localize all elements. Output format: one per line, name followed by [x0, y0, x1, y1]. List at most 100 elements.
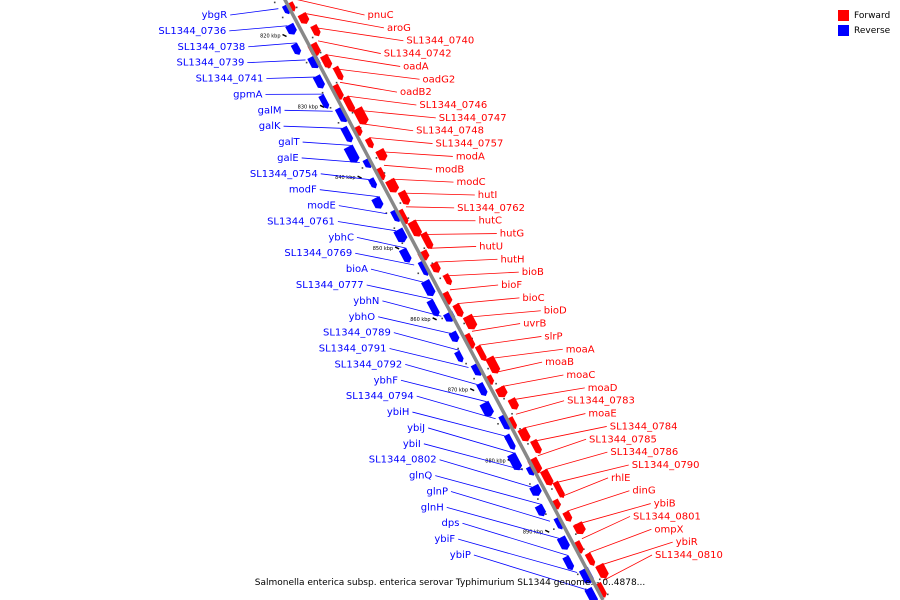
track-dot	[321, 91, 324, 94]
track-dot	[401, 242, 404, 245]
gene-uvrB	[462, 332, 476, 349]
gene-label: SL1344_0748	[416, 126, 484, 137]
gene-label: ybiR	[676, 537, 698, 548]
gene-label: ybhO	[349, 312, 376, 323]
gene-pnuC	[287, 1, 296, 12]
track-dot	[273, 1, 276, 4]
leader-line	[303, 12, 385, 29]
track-dot	[431, 262, 434, 265]
gene-bioC	[452, 302, 464, 317]
gene-bioD	[462, 313, 478, 330]
gene-moaE	[517, 426, 531, 442]
gene-label: ybiP	[450, 550, 471, 561]
gene-slrP	[474, 344, 487, 362]
gene-label: SL1344_0802	[369, 455, 437, 466]
gene-gpmA	[318, 94, 330, 109]
gene-label: pnuC	[368, 10, 394, 21]
leader-line	[450, 491, 551, 522]
leader-line	[458, 538, 578, 573]
gene-ybiR	[595, 562, 609, 579]
gene-label: hutU	[479, 241, 503, 252]
leader-line	[473, 554, 587, 591]
leader-line	[559, 477, 609, 498]
leader-line	[400, 379, 487, 403]
track-dot	[417, 272, 420, 275]
gene-label: rhlE	[611, 473, 630, 484]
gene-label: SL1344_0757	[436, 139, 504, 150]
leader-line	[428, 427, 514, 454]
gene-label: ybiH	[387, 407, 410, 418]
gene-SL1344_0801	[572, 540, 584, 554]
leader-line	[442, 271, 519, 277]
gene-label: hutH	[500, 254, 524, 265]
gene-label: bioF	[501, 280, 522, 291]
leader-line	[332, 68, 420, 80]
gene-SL1344_0802	[529, 483, 542, 496]
gene-SL1344_0783	[507, 416, 518, 430]
track-dot	[511, 412, 513, 415]
track-dot	[521, 468, 523, 470]
gene-SL1344_0762	[397, 208, 409, 225]
leader-line	[603, 554, 653, 581]
gene-label: SL1344_0746	[419, 100, 487, 111]
track-dot	[393, 227, 396, 229]
map-caption: Salmonella enterica subsp. enterica sero…	[254, 578, 646, 588]
leader-line	[247, 59, 306, 64]
leader-line	[325, 54, 401, 67]
leader-line	[464, 310, 541, 318]
gene-label: glnP	[427, 486, 449, 497]
strand-legend: Forward Reverse	[838, 8, 900, 38]
leader-line	[354, 109, 436, 119]
leader-line	[405, 364, 478, 385]
leader-line	[317, 40, 381, 54]
reverse-label-leaders	[229, 8, 587, 591]
gene-label: glnH	[421, 502, 444, 513]
gene-oadA	[320, 53, 333, 68]
gene-SL1344_0754	[368, 177, 378, 189]
gene-label: moaD	[588, 383, 618, 394]
gene-ybhC	[398, 247, 412, 263]
leader-line	[320, 173, 369, 180]
gene-SL1344_0784	[530, 438, 542, 454]
track-dot	[319, 51, 322, 54]
gene-label: SL1344_0741	[196, 74, 264, 85]
leader-line	[457, 297, 520, 305]
track-dot	[551, 488, 553, 490]
tick-mark	[394, 246, 400, 250]
leader-line	[412, 411, 505, 437]
gene-label: bioA	[346, 264, 368, 275]
leader-line	[339, 81, 398, 93]
gene-ompX	[584, 552, 596, 566]
gene-label: galM	[258, 105, 282, 116]
track-dot	[383, 172, 386, 174]
leader-line	[508, 387, 585, 401]
track-dot	[295, 6, 298, 9]
track-dot	[495, 382, 497, 385]
leader-line	[355, 252, 415, 266]
leader-line	[446, 506, 560, 539]
track-dot	[497, 423, 499, 425]
track-dot	[335, 81, 338, 84]
leader-line	[297, 0, 365, 16]
leader-line	[537, 438, 587, 457]
leader-line	[378, 316, 451, 334]
gene-SL1344_0769	[417, 260, 430, 276]
genome-backbone	[283, 0, 605, 600]
gene-moaB	[484, 374, 495, 385]
leader-line	[356, 236, 406, 249]
gene-label: SL1344_0783	[567, 396, 635, 407]
gene-label: SL1344_0739	[177, 58, 245, 69]
track-dot	[337, 122, 340, 124]
gene-SL1344_0741	[312, 74, 326, 89]
gene-oadG2	[332, 65, 344, 81]
gene-modA	[375, 147, 388, 161]
tick-mark	[319, 104, 325, 108]
leader-line	[337, 221, 397, 232]
track-dot	[529, 483, 531, 485]
tick-label: 820 kbp	[260, 33, 280, 39]
track-dot	[519, 428, 521, 430]
tick-layer: 820 kbp 830 kbp 840 kbp 850 kbp 860 kbp 870 k…	[260, 1, 609, 596]
track-dot	[575, 533, 577, 535]
gene-label: modE	[307, 201, 336, 212]
